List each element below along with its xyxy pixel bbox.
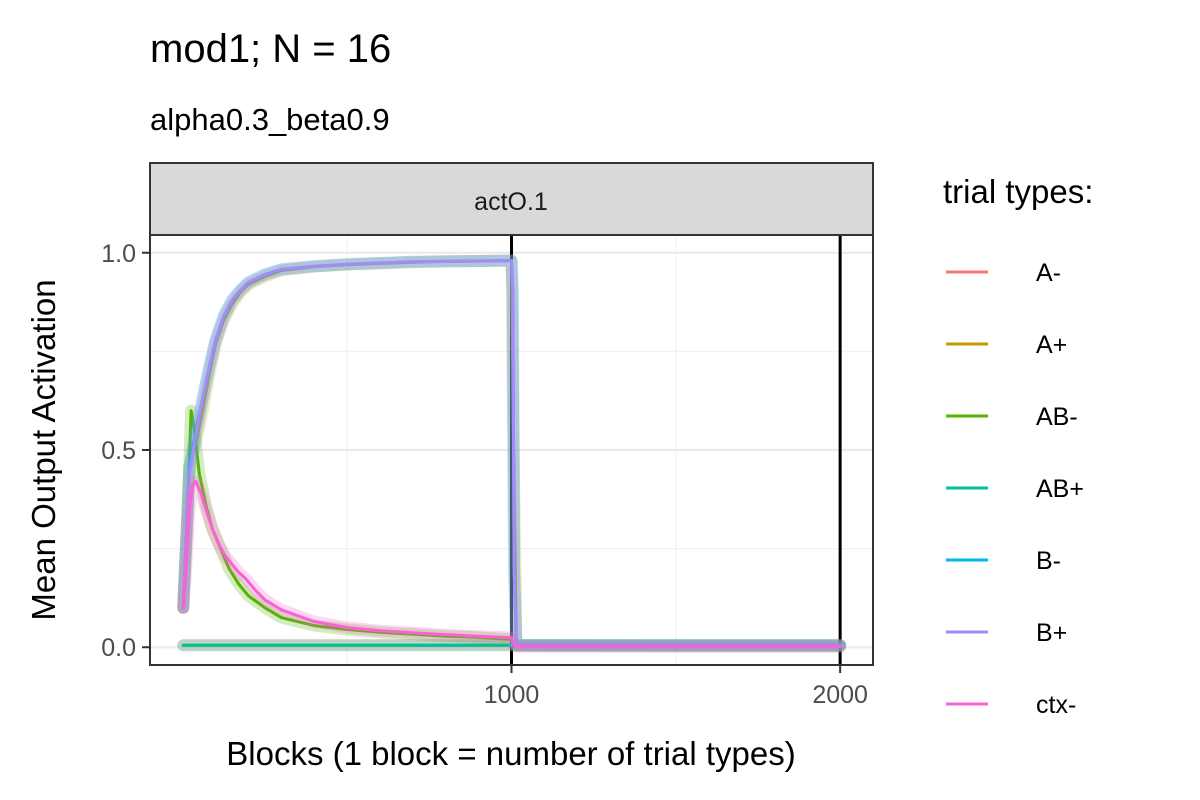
legend-label-ab-plus: AB+ — [1036, 475, 1084, 503]
legend-label-ctx-minus: ctx- — [1036, 691, 1076, 719]
legend-label-ab-minus: AB- — [1036, 403, 1078, 431]
y-tick-label-0: 0.0 — [101, 634, 136, 662]
legend-label-a-plus: A+ — [1036, 331, 1067, 359]
legend-label-b-plus: B+ — [1036, 619, 1067, 647]
legend-label-b-minus: B- — [1036, 547, 1061, 575]
y-axis-title: Mean Output Activation — [25, 279, 62, 620]
y-axis: 0.0 0.5 1.0 — [101, 240, 150, 662]
x-tick-label-1: 2000 — [812, 681, 868, 709]
legend: A- A+ AB- AB+ B- B+ ctx- — [946, 259, 1084, 719]
chart-subtitle: alpha0.3_beta0.9 — [150, 102, 390, 137]
facet-strip-label: actO.1 — [474, 188, 548, 216]
legend-title: trial types: — [943, 173, 1093, 210]
x-axis: 1000 2000 — [484, 665, 868, 709]
y-tick-label-2: 1.0 — [101, 240, 136, 268]
series-line-ctx-minus — [181, 480, 842, 648]
chart-title: mod1; N = 16 — [150, 27, 391, 71]
x-axis-title: Blocks (1 block = number of trial types) — [226, 735, 795, 772]
facet-strip — [149, 162, 874, 236]
y-tick-label-1: 0.5 — [101, 437, 136, 465]
legend-label-a-minus: A- — [1036, 259, 1061, 287]
series-line-b-plus — [181, 259, 842, 648]
x-tick-label-0: 1000 — [484, 681, 540, 709]
series-layer — [177, 254, 847, 653]
